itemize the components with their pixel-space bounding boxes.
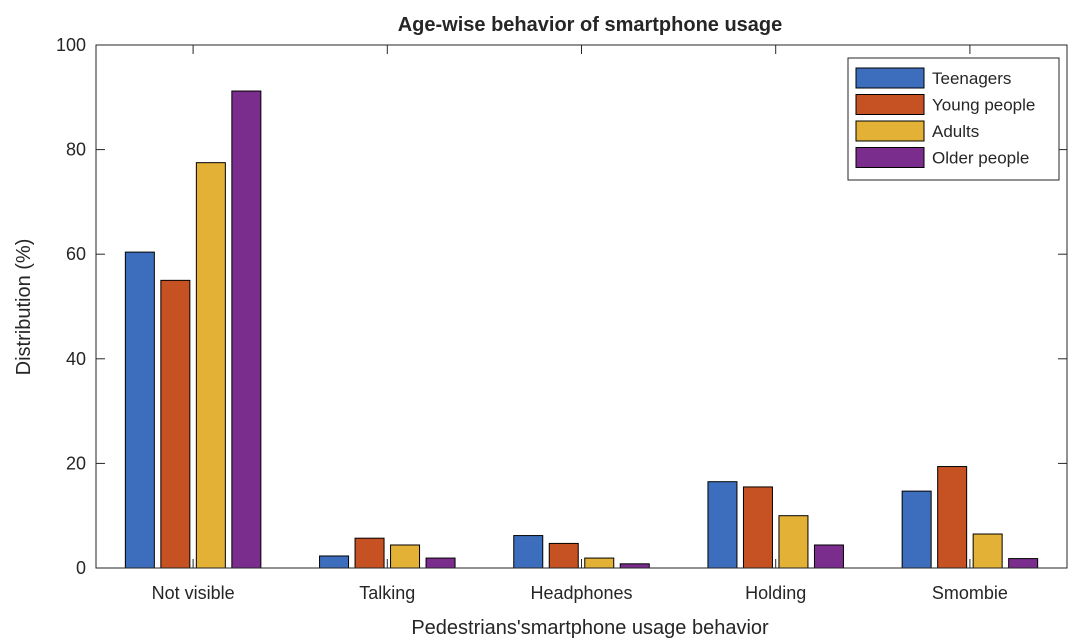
legend-label: Teenagers xyxy=(932,69,1011,88)
bar xyxy=(319,555,350,569)
legend: Teenagers Young people Adults Older people xyxy=(847,57,1060,181)
bar xyxy=(1008,558,1039,569)
y-tick-label: 60 xyxy=(66,244,86,264)
bar xyxy=(160,279,191,569)
legend-label: Adults xyxy=(932,122,979,141)
legend-label: Young people xyxy=(932,96,1035,115)
legend-label: Older people xyxy=(932,149,1029,168)
x-tick-label: Talking xyxy=(359,583,415,603)
bar xyxy=(813,544,844,569)
bar xyxy=(937,466,968,569)
bar xyxy=(195,162,226,569)
x-axis-label: Pedestrians'smartphone usage behavior xyxy=(411,617,769,639)
chart-title: Age-wise behavior of smartphone usage xyxy=(398,14,783,36)
legend-swatch xyxy=(855,67,925,89)
y-tick-label: 80 xyxy=(66,140,86,160)
bar xyxy=(742,486,773,569)
x-tick-label: Headphones xyxy=(530,583,632,603)
bar xyxy=(619,563,650,569)
y-axis-label: Distribution (%) xyxy=(13,239,35,376)
bar xyxy=(513,535,544,569)
bar xyxy=(778,515,809,569)
bar xyxy=(972,533,1003,569)
bar xyxy=(124,251,155,569)
y-tick-label: 20 xyxy=(66,453,86,473)
legend-swatch xyxy=(855,147,925,168)
bar xyxy=(354,537,385,569)
bar xyxy=(425,557,456,569)
bar xyxy=(901,490,932,569)
x-tick-label: Smombie xyxy=(932,583,1008,603)
bar xyxy=(390,544,421,569)
bar xyxy=(584,557,615,569)
y-tick-label: 100 xyxy=(56,35,86,55)
bar xyxy=(707,481,738,569)
bar xyxy=(231,90,262,569)
bar xyxy=(548,542,579,569)
x-tick-label: Not visible xyxy=(152,583,235,603)
y-tick-label: 0 xyxy=(76,558,86,578)
legend-swatch xyxy=(855,120,925,142)
legend-swatch xyxy=(855,94,925,115)
x-tick-label: Holding xyxy=(745,583,806,603)
y-tick-label: 40 xyxy=(66,349,86,369)
axes: 0 20 40 60 80 100 Not visible Talking Headphones… xyxy=(56,35,1068,603)
bars xyxy=(124,90,1039,569)
